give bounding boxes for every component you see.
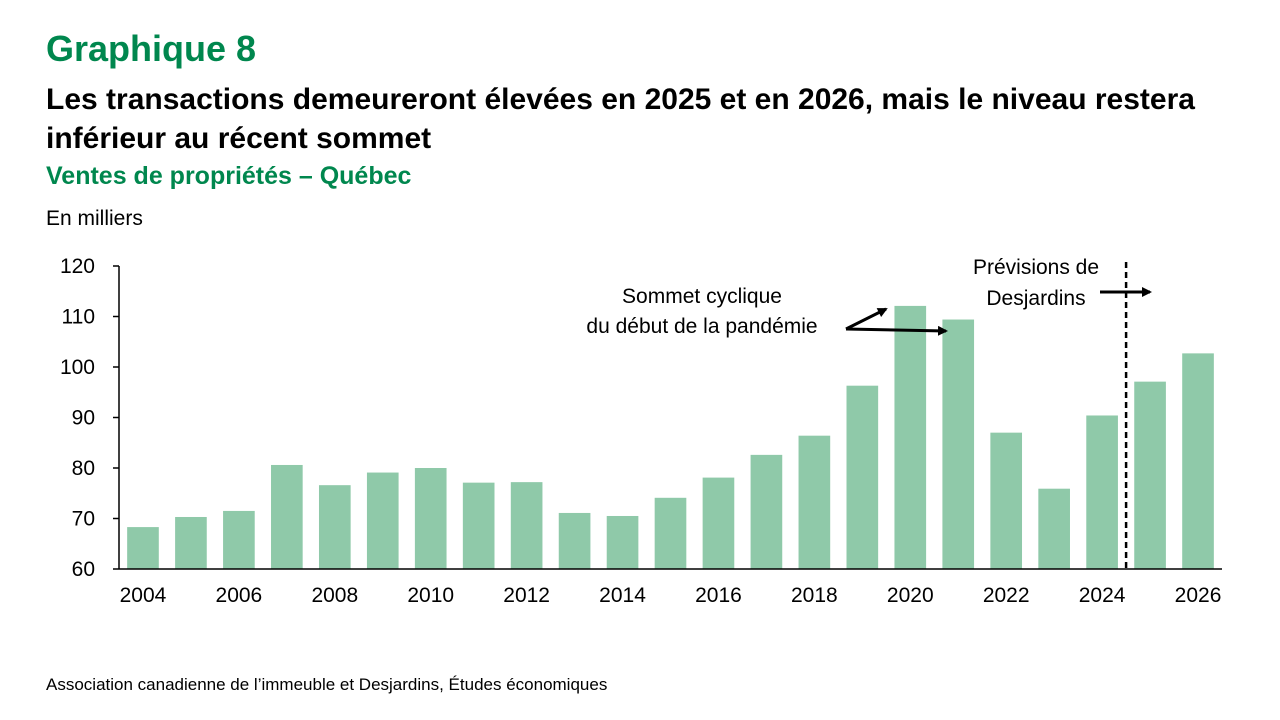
- x-tick-label-2004: 2004: [120, 584, 167, 607]
- source-note: Association canadienne de l’immeuble et …: [46, 675, 608, 694]
- y-tick-label-90: 90: [72, 407, 95, 430]
- bar-2008: [318, 485, 351, 569]
- forecast-annotation: Prévisions de Desjardins: [973, 256, 1152, 569]
- x-tick-label-2012: 2012: [503, 584, 550, 607]
- y-tick-label-60: 60: [72, 558, 95, 581]
- x-tick-label-2018: 2018: [791, 584, 838, 607]
- x-tick-label-2014: 2014: [599, 584, 646, 607]
- y-tick-label-80: 80: [72, 457, 95, 480]
- bar-2019: [846, 385, 879, 569]
- bar-2024: [1086, 415, 1118, 569]
- bar-2011: [462, 482, 495, 569]
- bar-2006: [223, 510, 255, 569]
- bar-2007: [271, 464, 303, 569]
- chart-title: Les transactions demeureront élevées en …: [46, 83, 1195, 155]
- bars-layer: [127, 305, 1214, 569]
- x-tick-label-2026: 2026: [1175, 584, 1222, 607]
- bar-2016: [702, 477, 735, 569]
- peak-annotation-line2: du début de la pandémie: [586, 315, 817, 338]
- y-tick-label-110: 110: [62, 306, 95, 329]
- peak-annotation-line1: Sommet cyclique: [622, 285, 782, 308]
- bar-2009: [366, 472, 399, 569]
- bar-2021: [942, 319, 975, 569]
- peak-arrow-2021: [845, 325, 948, 336]
- bar-2018: [798, 435, 831, 569]
- x-tick-label-2010: 2010: [407, 584, 454, 607]
- peak-annotation: Sommet cyclique du début de la pandémie: [586, 285, 948, 338]
- bar-2010: [414, 468, 447, 569]
- bar-2020: [894, 305, 927, 569]
- y-axis-unit-label: En milliers: [46, 207, 143, 230]
- bar-2022: [990, 432, 1023, 569]
- y-tick-label-70: 70: [72, 508, 95, 531]
- bar-2014: [606, 515, 639, 569]
- bar-2012: [510, 482, 543, 569]
- ticks-layer: 60 70 80 90 100 110 120 2004 2006 2008 2010 2012 201…: [60, 255, 1221, 607]
- graph-number-label: Graphique 8: [46, 28, 257, 69]
- x-tick-label-2022: 2022: [983, 584, 1030, 607]
- x-tick-label-2020: 2020: [887, 584, 934, 607]
- chart-subtitle: Ventes de propriétés – Québec: [46, 162, 412, 190]
- bar-2013: [558, 512, 591, 569]
- bar-2004: [127, 527, 159, 569]
- bar-2005: [175, 516, 207, 569]
- forecast-annotation-line1: Prévisions de: [973, 256, 1099, 279]
- bar-2025: [1134, 381, 1166, 569]
- bar-2017: [750, 454, 783, 569]
- y-tick-label-120: 120: [60, 255, 95, 278]
- x-tick-label-2016: 2016: [695, 584, 742, 607]
- x-tick-label-2008: 2008: [311, 584, 358, 607]
- bar-2015: [654, 497, 687, 569]
- y-tick-label-100: 100: [60, 356, 95, 379]
- bar-2026: [1182, 353, 1214, 569]
- peak-arrow-2020: [845, 307, 888, 331]
- x-tick-label-2006: 2006: [216, 584, 263, 607]
- forecast-annotation-line2: Desjardins: [986, 287, 1085, 310]
- bar-2023: [1038, 488, 1070, 569]
- x-tick-label-2024: 2024: [1079, 584, 1126, 607]
